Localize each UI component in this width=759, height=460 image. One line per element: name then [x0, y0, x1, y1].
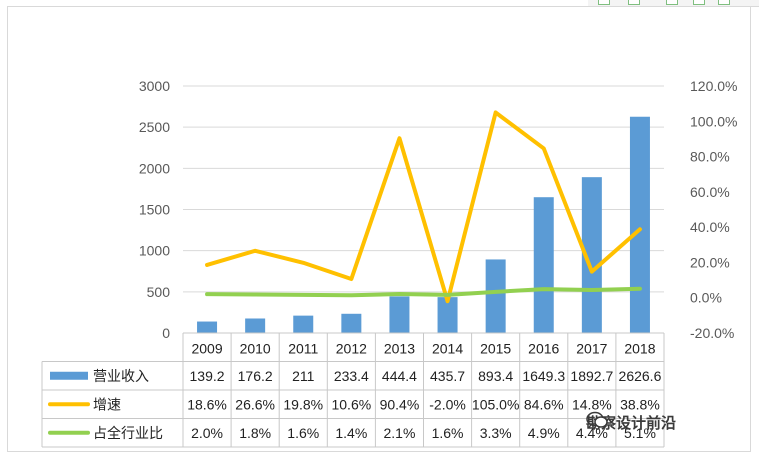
table-cell: 176.2: [238, 368, 273, 384]
table-cell: 4.4%: [576, 425, 608, 441]
y-right-tick-label: 0.0%: [690, 290, 722, 306]
table-cell: 435.7: [430, 368, 465, 384]
line-series: [205, 110, 642, 304]
table-cell: 893.4: [478, 368, 513, 384]
bar-2009: [197, 321, 218, 333]
bar-2014: [437, 297, 458, 333]
bar-2018: [629, 116, 650, 334]
y-left-tick-label: 2000: [139, 160, 170, 176]
table-cell: 84.6%: [524, 396, 564, 412]
table-cell: 10.6%: [331, 396, 371, 412]
table-cell: -2.0%: [429, 396, 466, 412]
bar-2013: [389, 296, 410, 333]
table-cell: 26.6%: [235, 396, 275, 412]
y-left-tick-label: 2500: [139, 119, 170, 135]
legend-label: 占全行业比: [93, 425, 163, 441]
table-cell: 1.6%: [287, 425, 319, 441]
y-left-tick-label: 1000: [139, 243, 170, 259]
bar-2010: [245, 318, 266, 333]
y-axis-left: 3000 2500 2000 1500 1000 500 0: [139, 78, 170, 341]
bar-2011: [293, 315, 314, 333]
table-header-year: 2015: [480, 340, 511, 356]
table-cell: 14.8%: [572, 396, 612, 412]
y-right-tick-label: 100.0%: [690, 113, 737, 129]
table-header-year: 2014: [432, 340, 463, 356]
y-right-tick-label: 60.0%: [690, 184, 730, 200]
table-header-year: 2017: [576, 340, 607, 356]
table-cell: 1.4%: [335, 425, 367, 441]
line-growth-rate: [205, 110, 642, 304]
table-cell: 1.6%: [432, 425, 464, 441]
table-cell: 90.4%: [380, 396, 420, 412]
y-right-tick-label: 40.0%: [690, 219, 730, 235]
table-cell: 1649.3: [522, 368, 565, 384]
watermark-text: 勘察设计前沿: [586, 413, 677, 432]
data-table: 2009 2010 2011 2012 2013 2014 2015 2016 2017 2018…: [41, 332, 665, 448]
y-right-tick-label: -20.0%: [690, 325, 734, 341]
table-header-year: 2013: [384, 340, 415, 356]
table-header-year: 2016: [528, 340, 559, 356]
table-cell: 444.4: [382, 368, 417, 384]
table-header-year: 2010: [240, 340, 271, 356]
y-right-tick-label: 20.0%: [690, 254, 730, 270]
legend-key-revenue: [50, 371, 88, 380]
y-right-tick-label: 120.0%: [690, 78, 737, 94]
table-cell: 233.4: [334, 368, 369, 384]
table-cell: 38.8%: [620, 396, 660, 412]
chart-frame: [7, 6, 751, 452]
wechat-icon: [586, 411, 608, 428]
y-left-tick-label: 0: [162, 325, 170, 341]
table-cell: 1892.7: [570, 368, 613, 384]
table-cell: 139.2: [190, 368, 225, 384]
y-axis-right: 120.0% 100.0% 80.0% 60.0% 40.0% 20.0% 0.0% -20.…: [690, 78, 737, 341]
table-header-year: 2018: [624, 340, 655, 356]
line-industry-share: [205, 286, 642, 298]
table-cell: 4.9%: [528, 425, 560, 441]
y-right-tick-label: 80.0%: [690, 149, 730, 165]
y-left-tick-label: 3000: [139, 78, 170, 94]
table-cell: 2626.6: [619, 368, 662, 384]
table-cell: 18.6%: [187, 396, 227, 412]
bar-series-revenue: [197, 116, 650, 334]
table-header-year: 2012: [336, 340, 367, 356]
bar-2017: [581, 177, 602, 333]
bar-2015: [485, 259, 506, 333]
table-cell: 3.3%: [480, 425, 512, 441]
table-cell: 2.1%: [383, 425, 415, 441]
bar-2016: [533, 197, 554, 333]
table-cell: 105.0%: [472, 396, 519, 412]
legend-label: 营业收入: [93, 368, 149, 384]
table-cell: 19.8%: [283, 396, 323, 412]
table-cell: 211: [292, 368, 315, 384]
y-left-tick-label: 1500: [139, 202, 170, 218]
watermark: 勘察设计前沿: [586, 411, 676, 433]
bar-2012: [341, 313, 362, 333]
table-header-year: 2011: [288, 340, 318, 356]
table-cell: 2.0%: [191, 425, 223, 441]
table-header-year: 2009: [191, 340, 222, 356]
legend-label: 增速: [93, 396, 121, 412]
y-left-tick-label: 500: [147, 284, 171, 300]
table-cell: 1.8%: [239, 425, 271, 441]
table-cell: 5.1%: [624, 425, 656, 441]
